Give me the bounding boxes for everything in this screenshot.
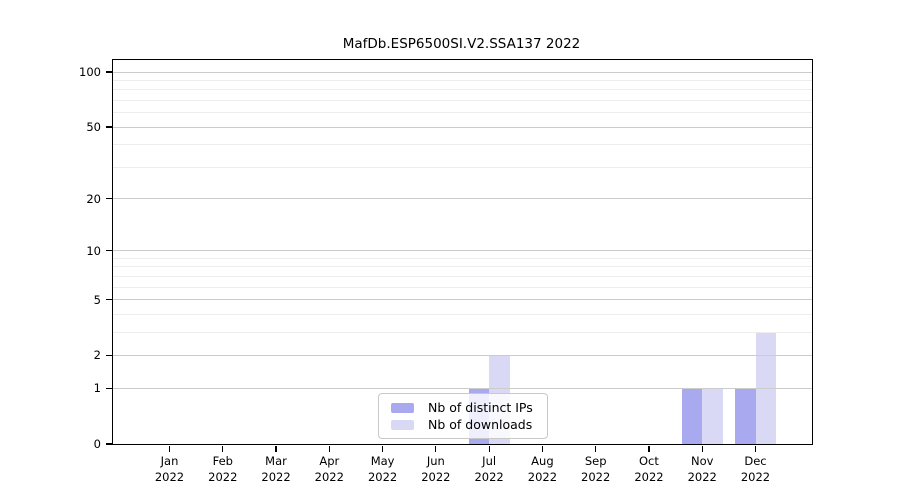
x-axis-label-may: May 2022 bbox=[367, 454, 398, 484]
x-axis-label-aug: Aug 2022 bbox=[527, 454, 558, 484]
x-axis-label-nov: Nov 2022 bbox=[687, 454, 717, 484]
y-axis-label-50: 50 bbox=[86, 120, 101, 135]
x-axis-tick-jun bbox=[435, 445, 437, 452]
minor-gridline-y-9 bbox=[113, 257, 812, 259]
y-axis-label-0: 0 bbox=[93, 437, 101, 451]
y-axis-tick-1 bbox=[105, 387, 112, 389]
minor-gridline-y-80 bbox=[113, 89, 812, 91]
major-gridline-y-1 bbox=[113, 387, 812, 389]
legend-swatch-distinct-ips bbox=[391, 402, 414, 413]
x-axis-tick-nov bbox=[701, 445, 703, 452]
y-axis-label-2: 2 bbox=[93, 348, 101, 363]
legend-label-downloads: Nb of downloads bbox=[428, 417, 533, 432]
y-axis-tick-0 bbox=[105, 443, 112, 445]
x-axis-label-sep: Sep 2022 bbox=[581, 454, 611, 484]
minor-gridline-y-90 bbox=[113, 79, 812, 81]
x-axis-tick-feb bbox=[222, 445, 224, 452]
major-gridline-y-5 bbox=[113, 299, 812, 301]
x-axis-tick-sep bbox=[595, 445, 597, 452]
minor-gridline-y-70 bbox=[113, 99, 812, 101]
y-axis-tick-50 bbox=[105, 126, 112, 128]
x-axis-tick-apr bbox=[328, 445, 330, 452]
y-axis-label-1: 1 bbox=[93, 381, 101, 396]
legend-label-distinct-ips: Nb of distinct IPs bbox=[428, 400, 533, 415]
chart-title: MafDb.ESP6500SI.V2.SSA137 2022 bbox=[342, 36, 581, 52]
x-axis-label-jan: Jan 2022 bbox=[154, 454, 185, 484]
legend-item-distinct-ips: Nb of distinct IPs bbox=[391, 399, 537, 416]
minor-gridline-y-6 bbox=[113, 286, 812, 288]
x-axis-label-jun: Jun 2022 bbox=[421, 454, 451, 484]
y-axis-label-10: 10 bbox=[86, 243, 101, 258]
x-axis-tick-may bbox=[381, 445, 384, 452]
major-gridline-y-10 bbox=[113, 250, 812, 252]
major-gridline-y-20 bbox=[113, 198, 812, 200]
bar-nov-downloads bbox=[702, 388, 723, 444]
legend-swatch-downloads bbox=[391, 419, 414, 430]
x-axis-tick-jul bbox=[488, 445, 490, 452]
x-axis-label-feb: Feb 2022 bbox=[208, 454, 238, 484]
y-axis-tick-2 bbox=[105, 354, 112, 357]
minor-gridline-y-60 bbox=[113, 112, 812, 114]
x-axis-label-oct: Oct 2022 bbox=[634, 454, 664, 484]
y-axis-label-20: 20 bbox=[86, 191, 101, 206]
minor-gridline-y-30 bbox=[113, 166, 812, 168]
y-axis-label-100: 100 bbox=[79, 65, 101, 79]
x-axis-label-apr: Apr 2022 bbox=[314, 454, 344, 484]
y-axis-tick-20 bbox=[105, 197, 112, 200]
plot-area: Nb of distinct IPs Nb of downloads 0 1 2 5 1… bbox=[79, 59, 813, 484]
chart-legend: Nb of distinct IPs Nb of downloads bbox=[378, 393, 548, 439]
major-gridline-y-100 bbox=[113, 71, 812, 73]
major-gridline-y-50 bbox=[113, 126, 812, 128]
minor-gridline-y-3 bbox=[113, 331, 812, 333]
y-axis-tick-10 bbox=[105, 250, 112, 252]
x-axis-tick-oct bbox=[648, 445, 650, 452]
x-axis-tick-mar bbox=[275, 445, 277, 452]
minor-gridline-y-4 bbox=[113, 313, 812, 315]
minor-gridline-y-8 bbox=[113, 266, 812, 268]
x-axis-label-jul: Jul 2022 bbox=[474, 454, 504, 484]
bar-nov-distinct-ips bbox=[681, 388, 703, 444]
y-axis-label-5: 5 bbox=[93, 292, 101, 307]
x-axis-label-mar: Mar 2022 bbox=[261, 454, 291, 484]
minor-gridline-y-40 bbox=[113, 144, 812, 146]
legend-item-downloads: Nb of downloads bbox=[391, 416, 537, 433]
minor-gridline-y-7 bbox=[113, 275, 812, 277]
x-axis-label-dec: Dec 2022 bbox=[740, 454, 771, 484]
x-axis-tick-jan bbox=[168, 445, 171, 452]
x-axis-tick-dec bbox=[754, 445, 757, 452]
x-axis-tick-aug bbox=[541, 445, 543, 452]
major-gridline-y-2 bbox=[113, 354, 812, 356]
y-axis-tick-5 bbox=[105, 298, 112, 301]
y-axis-tick-100 bbox=[105, 71, 112, 73]
bar-dec-distinct-ips bbox=[735, 388, 756, 444]
